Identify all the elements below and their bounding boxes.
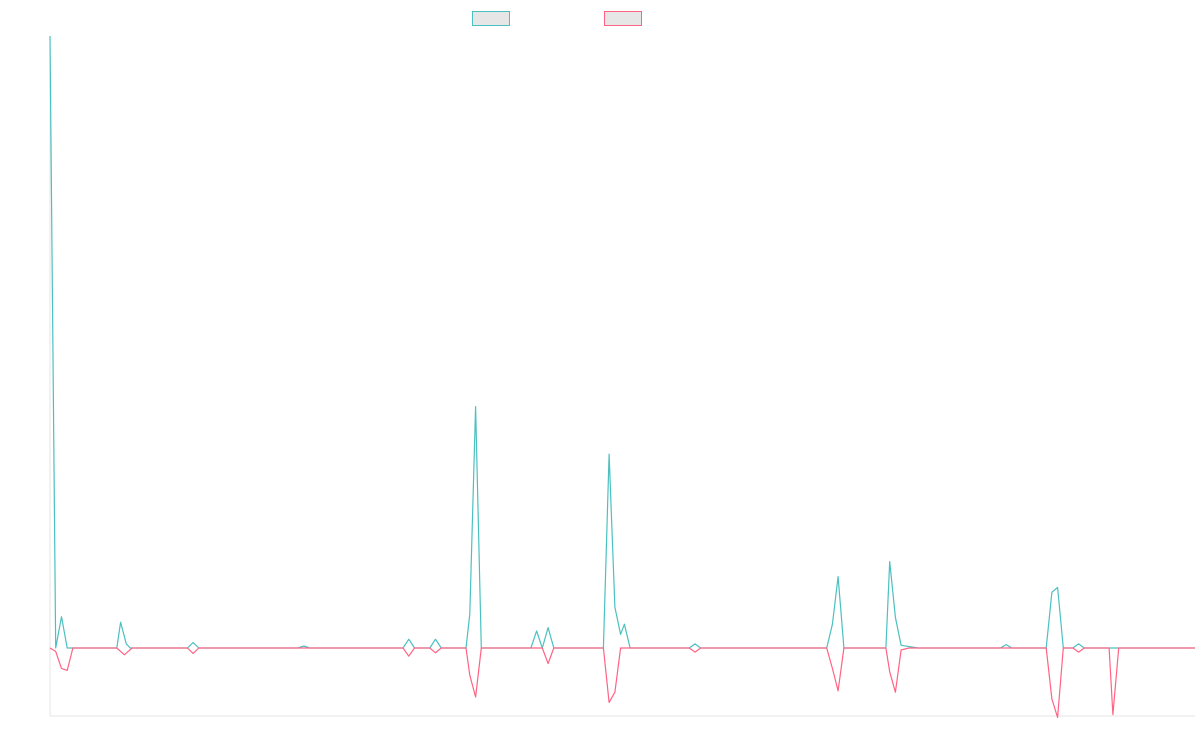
series-layer (49, 35, 1195, 718)
legend-item-series-1[interactable] (472, 9, 516, 27)
legend-item-series-2[interactable] (604, 9, 648, 27)
series-line-1 (49, 35, 1195, 649)
legend-swatch-series-2 (604, 10, 642, 26)
legend (0, 9, 1200, 27)
series-line-2 (49, 647, 1195, 718)
legend-swatch-series-1 (472, 10, 510, 26)
